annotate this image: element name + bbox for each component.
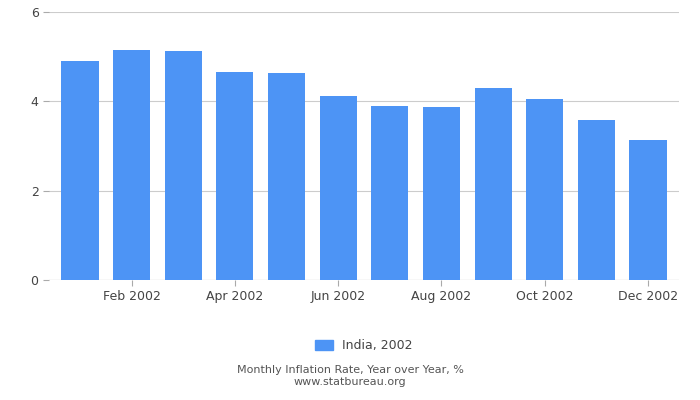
Bar xyxy=(164,51,202,280)
Bar xyxy=(629,140,666,280)
Bar xyxy=(216,72,253,280)
Text: www.statbureau.org: www.statbureau.org xyxy=(294,377,406,387)
Bar xyxy=(320,96,357,280)
Bar xyxy=(423,107,460,280)
Text: Monthly Inflation Rate, Year over Year, %: Monthly Inflation Rate, Year over Year, … xyxy=(237,365,463,375)
Bar xyxy=(526,99,564,280)
Bar xyxy=(371,106,408,280)
Bar xyxy=(113,50,150,280)
Bar xyxy=(578,120,615,280)
Legend: India, 2002: India, 2002 xyxy=(310,334,418,358)
Bar xyxy=(268,73,305,280)
Bar xyxy=(62,61,99,280)
Bar xyxy=(475,88,512,280)
